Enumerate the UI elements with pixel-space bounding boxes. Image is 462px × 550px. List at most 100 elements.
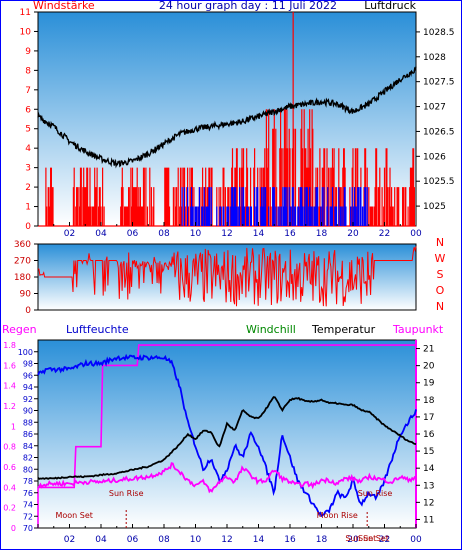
compass-label: S <box>437 268 444 281</box>
time-tick-label: 16 <box>284 535 296 545</box>
time-tick-label: 12 <box>221 229 232 239</box>
humidity-tick-label: 96 <box>23 371 33 380</box>
event-label-sun-rise: Sun Rise <box>109 489 144 498</box>
rain-tick-label: 0.4 <box>3 483 16 492</box>
gust-bar-path <box>181 187 368 226</box>
wind-direction-series <box>37 246 417 307</box>
humidity-tick-label: 98 <box>23 360 33 369</box>
time-tick-label: 04 <box>95 535 107 545</box>
wind-tick-label: 8 <box>25 66 31 76</box>
temperature-tick-label: 12 <box>423 498 434 508</box>
temperature-tick-label: 11 <box>423 515 434 525</box>
pressure-tick-label: 1026.5 <box>423 127 455 137</box>
rain-tick-label: 0.8 <box>3 443 16 452</box>
time-axis-ticks-bottom: 02 04 06 08 10 12 14 16 18 20 22 00 <box>37 524 422 545</box>
time-tick-label: 10 <box>190 535 202 545</box>
time-tick-label: 14 <box>253 229 265 239</box>
humidity-tick-label: 88 <box>23 418 33 427</box>
temperature-line <box>37 396 417 480</box>
pressure-tick-label: 1025 <box>423 202 446 212</box>
rain-label: Regen <box>2 323 37 336</box>
wind-tick-label: 6 <box>25 105 31 115</box>
time-tick-label: 18 <box>316 535 328 545</box>
pressure-tick-label: 1028 <box>423 53 446 63</box>
compass-label: W <box>435 252 446 265</box>
humidity-tick-label: 82 <box>23 454 33 463</box>
direction-tick-label: 180 <box>14 273 31 283</box>
astronomy-events: Moon Set Sun Rise Moon Rise Sun Rise Sun Set… <box>55 489 392 543</box>
wind-tick-label: 2 <box>25 183 31 193</box>
wind-tick-label: 7 <box>25 86 31 96</box>
event-label-moon-set: Moon Set <box>55 511 92 520</box>
dewpoint-series <box>37 462 417 494</box>
time-tick-label: 20 <box>347 535 359 545</box>
direction-tick-label: 360 <box>14 240 31 250</box>
humidity-axis-ticks: 70 72 74 76 78 80 82 84 86 88 90 92 94 96 98 100 <box>18 348 38 533</box>
pressure-series <box>37 66 417 169</box>
humidity-tick-label: 76 <box>23 489 33 498</box>
temperature-axis-ticks: 11 12 13 14 15 16 17 18 19 20 21 <box>416 345 435 525</box>
wind-tick-label: 11 <box>20 8 31 18</box>
wind-tick-label: 1 <box>25 203 31 213</box>
event-label-sun-rise-2: Sun Rise <box>358 489 393 498</box>
temperature-tick-label: 21 <box>423 345 434 355</box>
temperature-tick-label: 20 <box>423 362 435 372</box>
pressure-axis-ticks: 1025 1025.5 1026 1026.5 1027 1027.5 1028 1028.5 <box>416 28 455 212</box>
humidity-tick-label: 94 <box>23 383 33 392</box>
event-label-sun-set: Sun Set <box>345 534 376 543</box>
pressure-line <box>37 66 417 169</box>
time-tick-label: 00 <box>410 229 422 239</box>
time-tick-label: 12 <box>221 535 232 545</box>
pressure-tick-label: 1027 <box>423 103 446 113</box>
time-tick-label: 16 <box>284 229 296 239</box>
rain-tick-label: 1.4 <box>3 382 16 391</box>
temperature-series <box>37 396 417 480</box>
direction-tick-label: 0 <box>25 306 31 316</box>
compass-label: N <box>436 300 444 313</box>
pressure-tick-label: 1025.5 <box>423 177 455 187</box>
wind-axis-title: Windstärke <box>33 0 95 12</box>
humidity-tick-label: 74 <box>23 501 33 510</box>
humidity-tick-label: 86 <box>23 430 33 439</box>
temperature-tick-label: 17 <box>423 413 434 423</box>
rain-tick-label: 1.2 <box>3 402 16 411</box>
wind-tick-label: 9 <box>25 47 31 57</box>
compass-label: N <box>436 236 444 249</box>
rain-tick-label: 0 <box>11 524 16 533</box>
temperature-tick-label: 15 <box>423 447 434 457</box>
wind-tick-label: 10 <box>20 27 32 37</box>
wind-axis-ticks: 0 1 2 3 4 5 6 7 8 9 10 11 <box>20 8 38 232</box>
wind-tick-label: 5 <box>25 125 31 135</box>
temperature-tick-label: 19 <box>423 379 435 389</box>
gust-bars <box>181 187 368 226</box>
humidity-tick-label: 90 <box>23 407 33 416</box>
time-tick-label: 14 <box>253 535 265 545</box>
direction-tick-label: 90 <box>20 290 32 300</box>
time-tick-label: 02 <box>64 535 75 545</box>
humidity-tick-label: 84 <box>23 442 33 451</box>
event-label-sun-set-2: Sun Set <box>358 534 389 543</box>
humidity-tick-label: 80 <box>23 465 33 474</box>
direction-line <box>37 246 417 307</box>
time-axis-ticks: 02 04 06 08 10 12 14 16 18 20 22 00 <box>37 222 422 239</box>
time-tick-label: 22 <box>379 535 390 545</box>
pressure-axis-title: Luftdruck <box>364 0 416 12</box>
wind-tick-label: 4 <box>25 144 31 154</box>
time-tick-label: 08 <box>158 229 170 239</box>
rain-axis-ticks: 0 0.2 0.4 0.6 0.8 1 1.2 1.4 1.6 1.8 <box>3 341 16 533</box>
event-label-moon-rise: Moon Rise <box>317 511 358 520</box>
chart-title: 24 hour graph day : 11 Juli 2022 <box>159 0 337 12</box>
pressure-tick-label: 1026 <box>423 152 446 162</box>
time-tick-label: 08 <box>158 535 170 545</box>
temperature-tick-label: 18 <box>423 396 435 406</box>
humidity-tick-label: 72 <box>23 512 33 521</box>
time-tick-label: 06 <box>127 535 139 545</box>
dewpoint-line <box>37 462 417 494</box>
rain-tick-label: 1.6 <box>3 361 16 370</box>
time-tick-label: 00 <box>410 535 422 545</box>
time-tick-label: 04 <box>95 229 107 239</box>
humidity-tick-label: 100 <box>18 348 33 357</box>
